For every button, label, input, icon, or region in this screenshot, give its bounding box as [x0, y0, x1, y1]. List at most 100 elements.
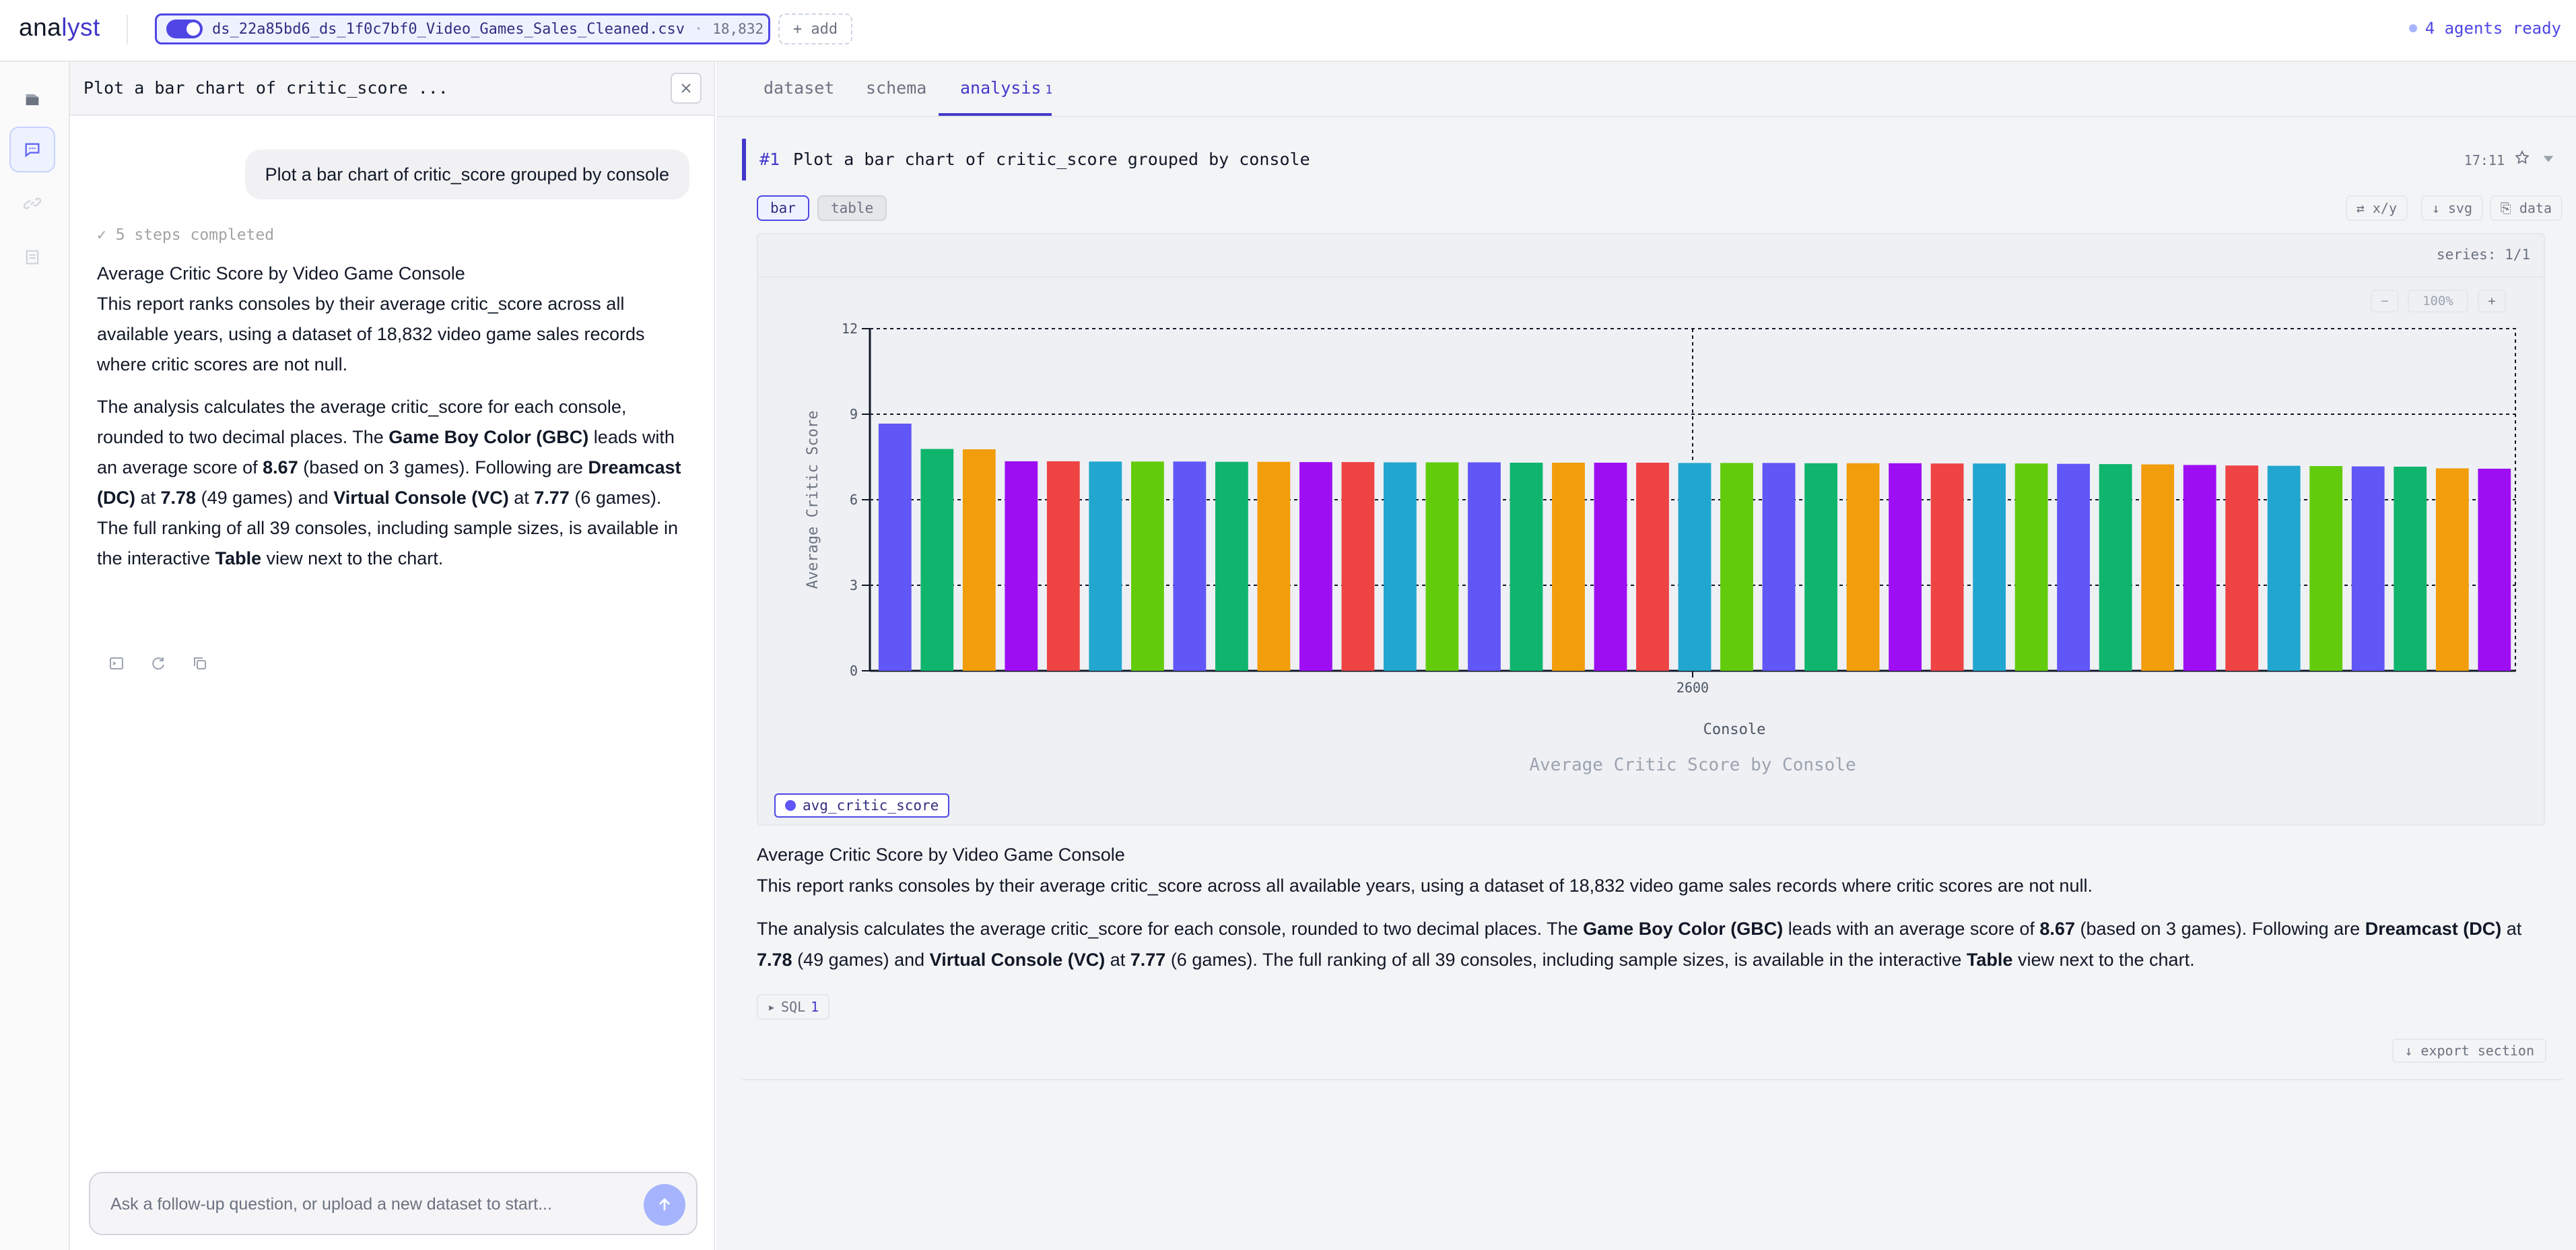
logo-text: ana [19, 13, 62, 41]
chat-header: Plot a bar chart of critic_score ... [70, 62, 714, 116]
bar [1341, 462, 1375, 671]
bar [1005, 461, 1038, 671]
document-icon [26, 250, 39, 265]
swap-axes-button[interactable]: ⇄ x/y [2345, 195, 2408, 221]
main-panel: dataset schema analysis 1 #1 Plot a bar c… [716, 62, 2576, 1250]
bar [2057, 463, 2090, 671]
copy-icon[interactable] [191, 655, 209, 672]
bar [2141, 464, 2175, 671]
bar [1215, 461, 1248, 671]
dataset-name: ds_22a85bd6_ds_1f0c7bf0_Video_Games_Sale… [212, 20, 685, 38]
sql-label: SQL [781, 999, 806, 1015]
rail-links-button[interactable] [9, 180, 55, 226]
steps-completed[interactable]: ✓ 5 steps completed [97, 226, 275, 244]
logo-accent-text: lyst [61, 13, 100, 41]
copy-data-button[interactable]: ⎘ data [2489, 195, 2563, 221]
bar [2183, 465, 2216, 671]
zoom-level: 100% [2408, 290, 2468, 312]
bar [2309, 466, 2343, 671]
bar [2478, 468, 2511, 671]
bar [1846, 463, 1880, 671]
analysis-prompt: Plot a bar chart of critic_score grouped… [793, 150, 1310, 169]
tab-analysis-label: analysis [960, 78, 1042, 98]
analysis-summary: Average Critic Score by Video Game Conso… [757, 839, 2548, 987]
top-bar: analyst ds_22a85bd6_ds_1f0c7bf0_Video_Ga… [0, 0, 2576, 62]
sql-toggle-button[interactable]: ▸ SQL 1 [757, 994, 830, 1020]
dataset-row-count: 18,832 [712, 21, 764, 37]
chat-input[interactable] [110, 1189, 622, 1219]
tab-schema[interactable]: schema [866, 78, 927, 98]
bar [1131, 461, 1164, 671]
bar-chart: 0 3 6 9 12 2600 Console Average Critic Score Ave… [805, 321, 2516, 775]
terminal-icon[interactable] [108, 655, 125, 672]
chat-icon [25, 143, 40, 158]
left-rail [0, 62, 70, 1250]
report-paragraph-2: The analysis calculates the average crit… [97, 397, 681, 568]
bar [2225, 465, 2259, 671]
rail-notes-button[interactable] [9, 234, 55, 280]
bar [1720, 463, 1753, 671]
zoom-in-button[interactable]: + [2478, 290, 2506, 312]
link-icon [23, 197, 42, 209]
bar [2014, 463, 2048, 671]
dataset-toggle[interactable] [166, 20, 203, 38]
bar [1804, 463, 1837, 671]
app-logo[interactable]: analyst [19, 13, 100, 42]
bar [962, 449, 996, 671]
status-dot-icon [2408, 24, 2417, 32]
dataset-chip[interactable]: ds_22a85bd6_ds_1f0c7bf0_Video_Games_Sale… [155, 13, 770, 44]
send-button[interactable] [644, 1184, 685, 1226]
tab-bar: dataset schema analysis 1 [716, 62, 2576, 117]
sql-count: 1 [811, 999, 819, 1015]
export-section-button[interactable]: ↓ export section [2392, 1039, 2546, 1063]
bar [1889, 463, 1922, 671]
bar [1762, 463, 1796, 671]
chat-composer [89, 1172, 698, 1235]
bar [1930, 463, 1964, 671]
rail-chat-button[interactable] [9, 127, 55, 172]
chat-report: Average Critic Score by Video Game Conso… [97, 259, 689, 586]
bar [2435, 468, 2469, 671]
user-message: Plot a bar chart of critic_score grouped… [244, 150, 689, 199]
bar [2267, 465, 2301, 671]
bar [1173, 461, 1207, 671]
tab-analysis-badge: 1 [1045, 83, 1053, 97]
bar [1299, 462, 1332, 671]
y-tick-label: 3 [850, 577, 858, 593]
bar [1257, 461, 1291, 671]
folder-icon [26, 94, 39, 106]
chart-divider [758, 276, 2544, 277]
download-svg-button[interactable]: ↓ svg [2420, 195, 2483, 221]
star-icon[interactable] [2514, 150, 2530, 169]
bar [1973, 463, 2006, 671]
caret-right-icon: ▸ [768, 999, 776, 1015]
series-indicator: series: 1/1 [2436, 246, 2530, 263]
y-tick-label: 6 [850, 492, 858, 508]
y-tick-label: 12 [842, 321, 858, 337]
legend-item[interactable]: avg_critic_score [774, 793, 950, 818]
arrow-up-icon [659, 1197, 670, 1211]
close-chat-button[interactable] [671, 73, 702, 104]
refresh-icon[interactable] [149, 655, 167, 672]
legend-label: avg_critic_score [803, 797, 939, 814]
analysis-number: #1 [759, 150, 780, 169]
rail-datasets-button[interactable] [9, 77, 55, 123]
bar [1046, 461, 1080, 671]
legend-swatch [785, 800, 796, 811]
tab-analysis[interactable]: analysis 1 [960, 78, 1052, 98]
report-heading: Average Critic Score by Video Game Conso… [97, 263, 465, 284]
analysis-time: 17:11 [2464, 152, 2505, 168]
analysis-section: #1 Plot a bar chart of critic_score grou… [742, 139, 2563, 1148]
bar [1552, 463, 1585, 671]
table-view-button[interactable]: table [817, 195, 887, 221]
x-axis-label: Console [1703, 721, 1766, 738]
bar [920, 449, 954, 671]
bar [878, 424, 912, 671]
add-dataset-button[interactable]: + add [778, 13, 852, 44]
bar [2351, 466, 2385, 671]
collapse-icon[interactable] [2541, 152, 2556, 170]
bar [1425, 462, 1459, 671]
tab-dataset[interactable]: dataset [764, 78, 835, 98]
bar-view-button[interactable]: bar [757, 195, 809, 221]
zoom-out-button[interactable]: − [2371, 290, 2399, 312]
